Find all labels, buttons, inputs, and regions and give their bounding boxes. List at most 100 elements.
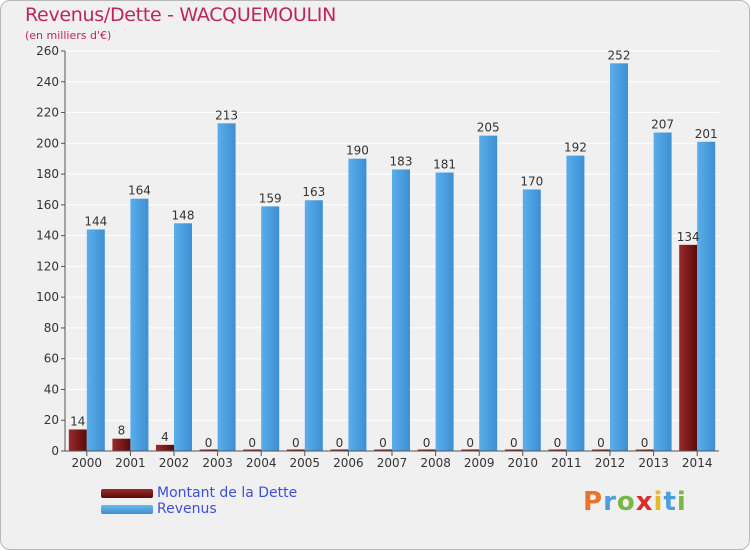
x-tick-label-2002: 2002 [159,456,190,470]
revenus-label-2008: 181 [433,158,456,172]
dette-bar-2008 [417,449,436,451]
y-tick-label: 20 [44,413,59,427]
logo-letter: t [663,487,677,517]
revenus-label-2003: 213 [215,108,238,122]
y-tick-label: 240 [36,75,59,89]
x-tick-label-2000: 2000 [72,456,103,470]
dette-label-2001: 8 [118,424,126,438]
revenus-label-2011: 192 [564,141,587,155]
x-tick-label-2010: 2010 [508,456,539,470]
legend-swatch-dette [101,489,153,498]
revenus-label-2005: 163 [302,185,325,199]
revenus-bar-2014 [697,141,716,451]
dette-bar-2006 [330,449,349,451]
dette-bar-2002 [156,444,174,451]
y-tick-label: 260 [36,44,59,58]
revenus-bar-2011 [566,155,585,451]
dette-label-2005: 0 [292,436,300,450]
y-tick-label: 200 [36,136,59,150]
dette-bar-2013 [635,449,654,451]
y-tick-label: 40 [44,382,59,396]
logo-letter: o [616,487,636,517]
logo-letter: i [653,487,664,517]
dette-bar-2005 [286,449,305,451]
x-tick-label-2014: 2014 [682,456,713,470]
y-tick-label: 140 [36,229,59,243]
revenus-bar-2008 [435,172,454,452]
revenus-bar-2006 [348,158,367,451]
revenus-bar-2002 [174,223,192,451]
bars [68,63,716,452]
revenus-bar-2001 [130,198,149,451]
dette-bar-2003 [199,449,218,451]
revenus-bar-2003 [217,123,236,452]
y-tick-label: 160 [36,198,59,212]
revenus-label-2013: 207 [651,118,674,132]
dette-bar-2012 [592,449,610,451]
x-tick-label-2004: 2004 [246,456,277,470]
revenus-bar-2012 [610,63,628,452]
revenus-bar-2000 [86,229,105,451]
chart-subtitle: (en milliers d'€) [25,29,112,42]
proxiti-logo: Proxiti [583,487,687,517]
legend-label-dette: Montant de la Dette [157,485,298,501]
revenus-label-2010: 170 [520,174,543,188]
axes: 0204060801001201401601802002202402602000… [36,44,719,470]
dette-label-2006: 0 [336,436,344,450]
x-tick-label-2005: 2005 [290,456,321,470]
x-tick-label-2013: 2013 [638,456,669,470]
legend-swatch-revenus [101,505,153,514]
revenus-label-2000: 144 [84,214,107,228]
dette-label-2008: 0 [423,436,431,450]
y-tick-label: 0 [51,444,59,458]
dette-label-2014: 134 [677,230,700,244]
x-tick-label-2009: 2009 [464,456,495,470]
dette-bar-2007 [374,449,392,451]
x-tick-label-2012: 2012 [595,456,626,470]
x-tick-label-2011: 2011 [551,456,582,470]
dette-label-2013: 0 [641,436,649,450]
x-tick-label-2003: 2003 [202,456,233,470]
dette-bar-2009 [461,449,480,451]
revenus-label-2009: 205 [477,121,500,135]
logo-letter: r [603,487,617,517]
logo-letter: x [635,487,654,517]
x-tick-label-2007: 2007 [377,456,408,470]
revenus-label-2014: 201 [695,127,718,141]
dette-label-2009: 0 [466,436,474,450]
dette-label-2002: 4 [161,430,169,444]
y-tick-label: 80 [44,321,59,335]
y-tick-label: 60 [44,352,59,366]
dette-bar-2000 [68,429,87,451]
y-tick-label: 180 [36,167,59,181]
revenus-label-2002: 148 [172,208,195,222]
x-tick-label-2008: 2008 [420,456,451,470]
revenus-label-2001: 164 [128,184,151,198]
chart-title: Revenus/Dette - WACQUEMOULIN [25,4,337,26]
dette-bar-2014 [679,244,698,451]
revenus-bar-2004 [261,206,280,451]
revenus-bar-2005 [304,200,323,451]
dette-label-2000: 14 [70,414,85,428]
revenus-label-2004: 159 [259,191,282,205]
y-tick-label: 220 [36,106,59,120]
revenus-label-2006: 190 [346,144,369,158]
dette-bar-2010 [504,449,523,451]
logo-letter: P [583,487,604,517]
x-tick-label-2006: 2006 [333,456,364,470]
dette-label-2007: 0 [379,436,387,450]
revenus-bar-2010 [522,189,541,451]
dette-bar-2001 [112,438,131,451]
dette-label-2010: 0 [510,436,518,450]
legend-label-revenus: Revenus [157,501,217,517]
revenus-label-2012: 252 [608,48,631,62]
revenus-label-2007: 183 [390,154,413,168]
dette-label-2012: 0 [597,436,605,450]
dette-bar-2004 [243,449,262,451]
logo-letter: i [676,487,687,517]
y-tick-label: 120 [36,259,59,273]
revenus-bar-2013 [653,132,672,452]
x-tick-label-2001: 2001 [115,456,146,470]
